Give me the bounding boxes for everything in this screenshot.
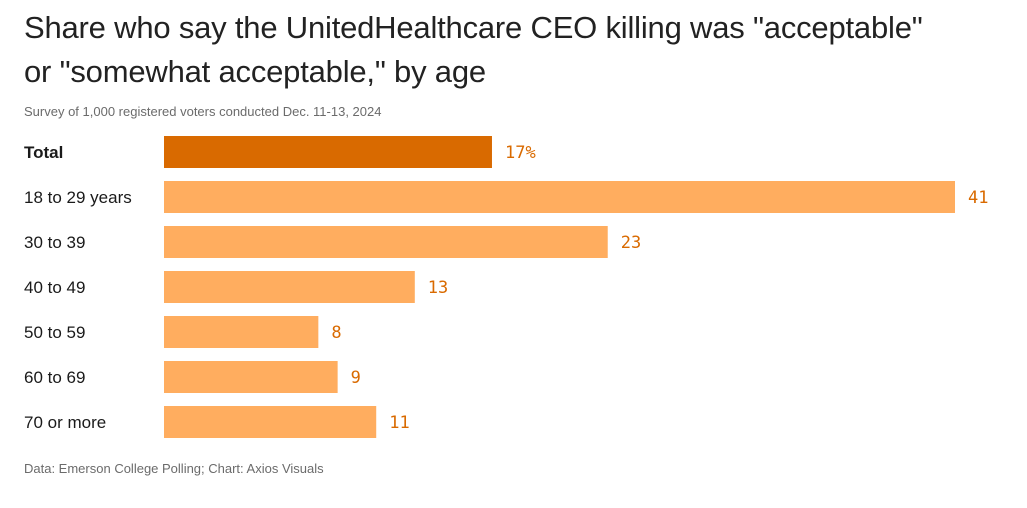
bar-30-to-39 xyxy=(164,226,608,258)
category-label-50-to-59: 50 to 59 xyxy=(24,323,85,342)
bar-total xyxy=(164,136,492,168)
source-note: Data: Emerson College Polling; Chart: Ax… xyxy=(24,461,324,476)
chart-subtitle: Survey of 1,000 registered voters conduc… xyxy=(24,104,382,119)
value-label-50-to-59: 8 xyxy=(331,323,341,343)
bar-70-or-more xyxy=(164,406,377,438)
category-label-70-or-more: 70 or more xyxy=(24,413,106,432)
category-label-40-to-49: 40 to 49 xyxy=(24,278,85,297)
bar-chart: Total 17% 18 to 29 years 41 30 to 39 23 40 to … xyxy=(24,136,988,438)
category-label-60-to-69: 60 to 69 xyxy=(24,368,85,387)
chart-title-line-1: Share who say the UnitedHealthcare CEO k… xyxy=(24,10,923,45)
chart-title: Share who say the UnitedHealthcare CEO k… xyxy=(24,6,1014,94)
value-label-60-to-69: 9 xyxy=(351,368,361,388)
value-label-18-to-29-years: 41 xyxy=(968,188,988,208)
bar-60-to-69 xyxy=(164,361,338,393)
value-label-30-to-39: 23 xyxy=(621,233,641,253)
value-label-70-or-more: 11 xyxy=(389,413,409,433)
bar-50-to-59 xyxy=(164,316,319,348)
bar-40-to-49 xyxy=(164,271,415,303)
chart-title-line-2: or "somewhat acceptable," by age xyxy=(24,54,486,89)
bar-18-to-29-years xyxy=(164,181,955,213)
category-label-30-to-39: 30 to 39 xyxy=(24,233,85,252)
category-label-total: Total xyxy=(24,143,63,162)
value-label-total: 17% xyxy=(505,143,536,163)
value-label-40-to-49: 13 xyxy=(428,278,448,298)
category-label-18-to-29-years: 18 to 29 years xyxy=(24,188,132,207)
